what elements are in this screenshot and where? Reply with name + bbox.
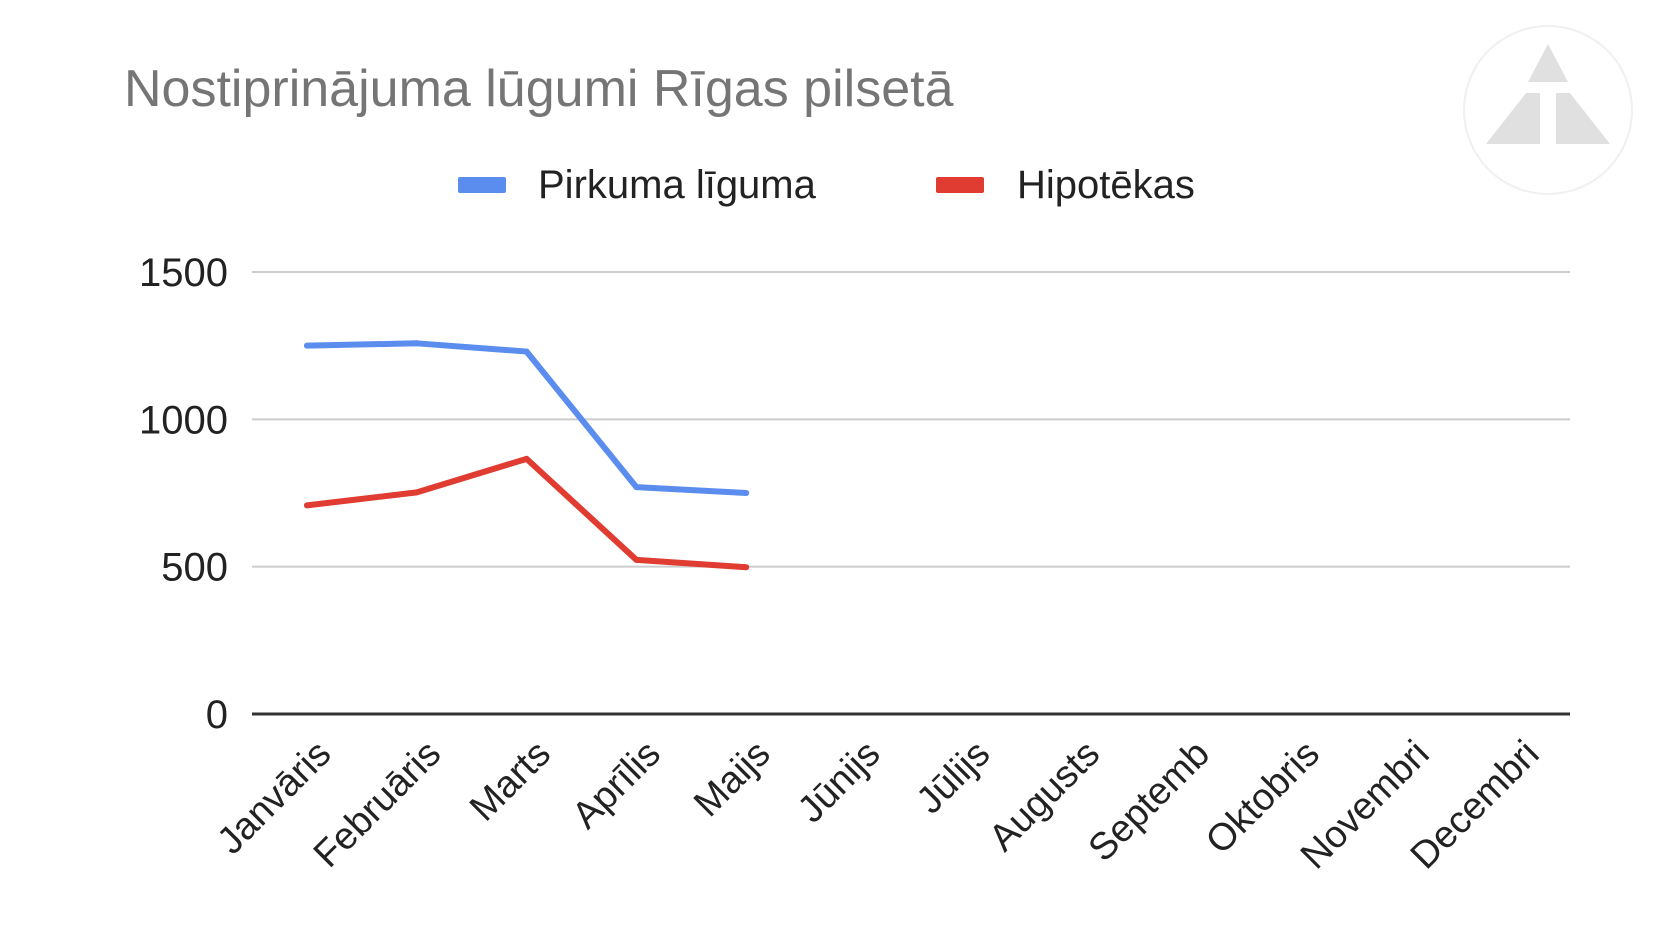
x-tick-label: Aprīlis [564, 733, 668, 837]
legend-swatch-series-2 [936, 177, 984, 193]
x-tick-label: Jūlijs [909, 733, 998, 822]
y-tick-label: 1000 [139, 398, 228, 442]
x-tick-label: Jūnijs [790, 733, 888, 831]
data-point-series-1[interactable] [303, 342, 310, 349]
y-tick-label: 500 [161, 546, 228, 590]
data-point-series-2[interactable] [743, 564, 750, 571]
chart-title: Nostiprinājuma lūgumi Rīgas pilsetā [124, 60, 954, 118]
data-point-series-1[interactable] [413, 340, 420, 347]
x-tick-label: Marts [462, 733, 559, 830]
series-line-1[interactable] [306, 340, 747, 496]
data-point-series-1[interactable] [633, 484, 640, 491]
legend-item-series-2[interactable]: Hipotēkas [936, 163, 1195, 207]
data-point-series-2[interactable] [303, 502, 310, 509]
legend-label-series-2: Hipotēkas [1017, 163, 1195, 207]
legend-label-series-1: Pirkuma līguma [538, 163, 817, 207]
gridlines [252, 271, 1570, 716]
legend: Pirkuma līguma Hipotēkas [458, 163, 1195, 207]
data-point-series-2[interactable] [413, 489, 420, 496]
legend-item-series-1[interactable]: Pirkuma līguma [458, 163, 817, 207]
series-line-2[interactable] [306, 455, 747, 571]
y-axis-tick-labels: 0 500 1000 1500 [139, 251, 228, 737]
watermark-logo [1463, 25, 1633, 195]
series-lines [303, 340, 750, 571]
legend-swatch-series-1 [458, 177, 506, 193]
x-tick-label: Septemb [1081, 733, 1218, 870]
watermark-circle [1463, 25, 1633, 195]
data-point-series-1[interactable] [743, 490, 750, 496]
triangle-logo-icon [1486, 44, 1610, 144]
data-point-series-1[interactable] [523, 348, 530, 355]
x-tick-label: Maijs [686, 733, 778, 825]
data-point-series-2[interactable] [523, 455, 530, 462]
y-tick-label: 1500 [139, 251, 228, 295]
y-tick-label: 0 [206, 693, 228, 737]
data-point-series-2[interactable] [633, 556, 640, 563]
